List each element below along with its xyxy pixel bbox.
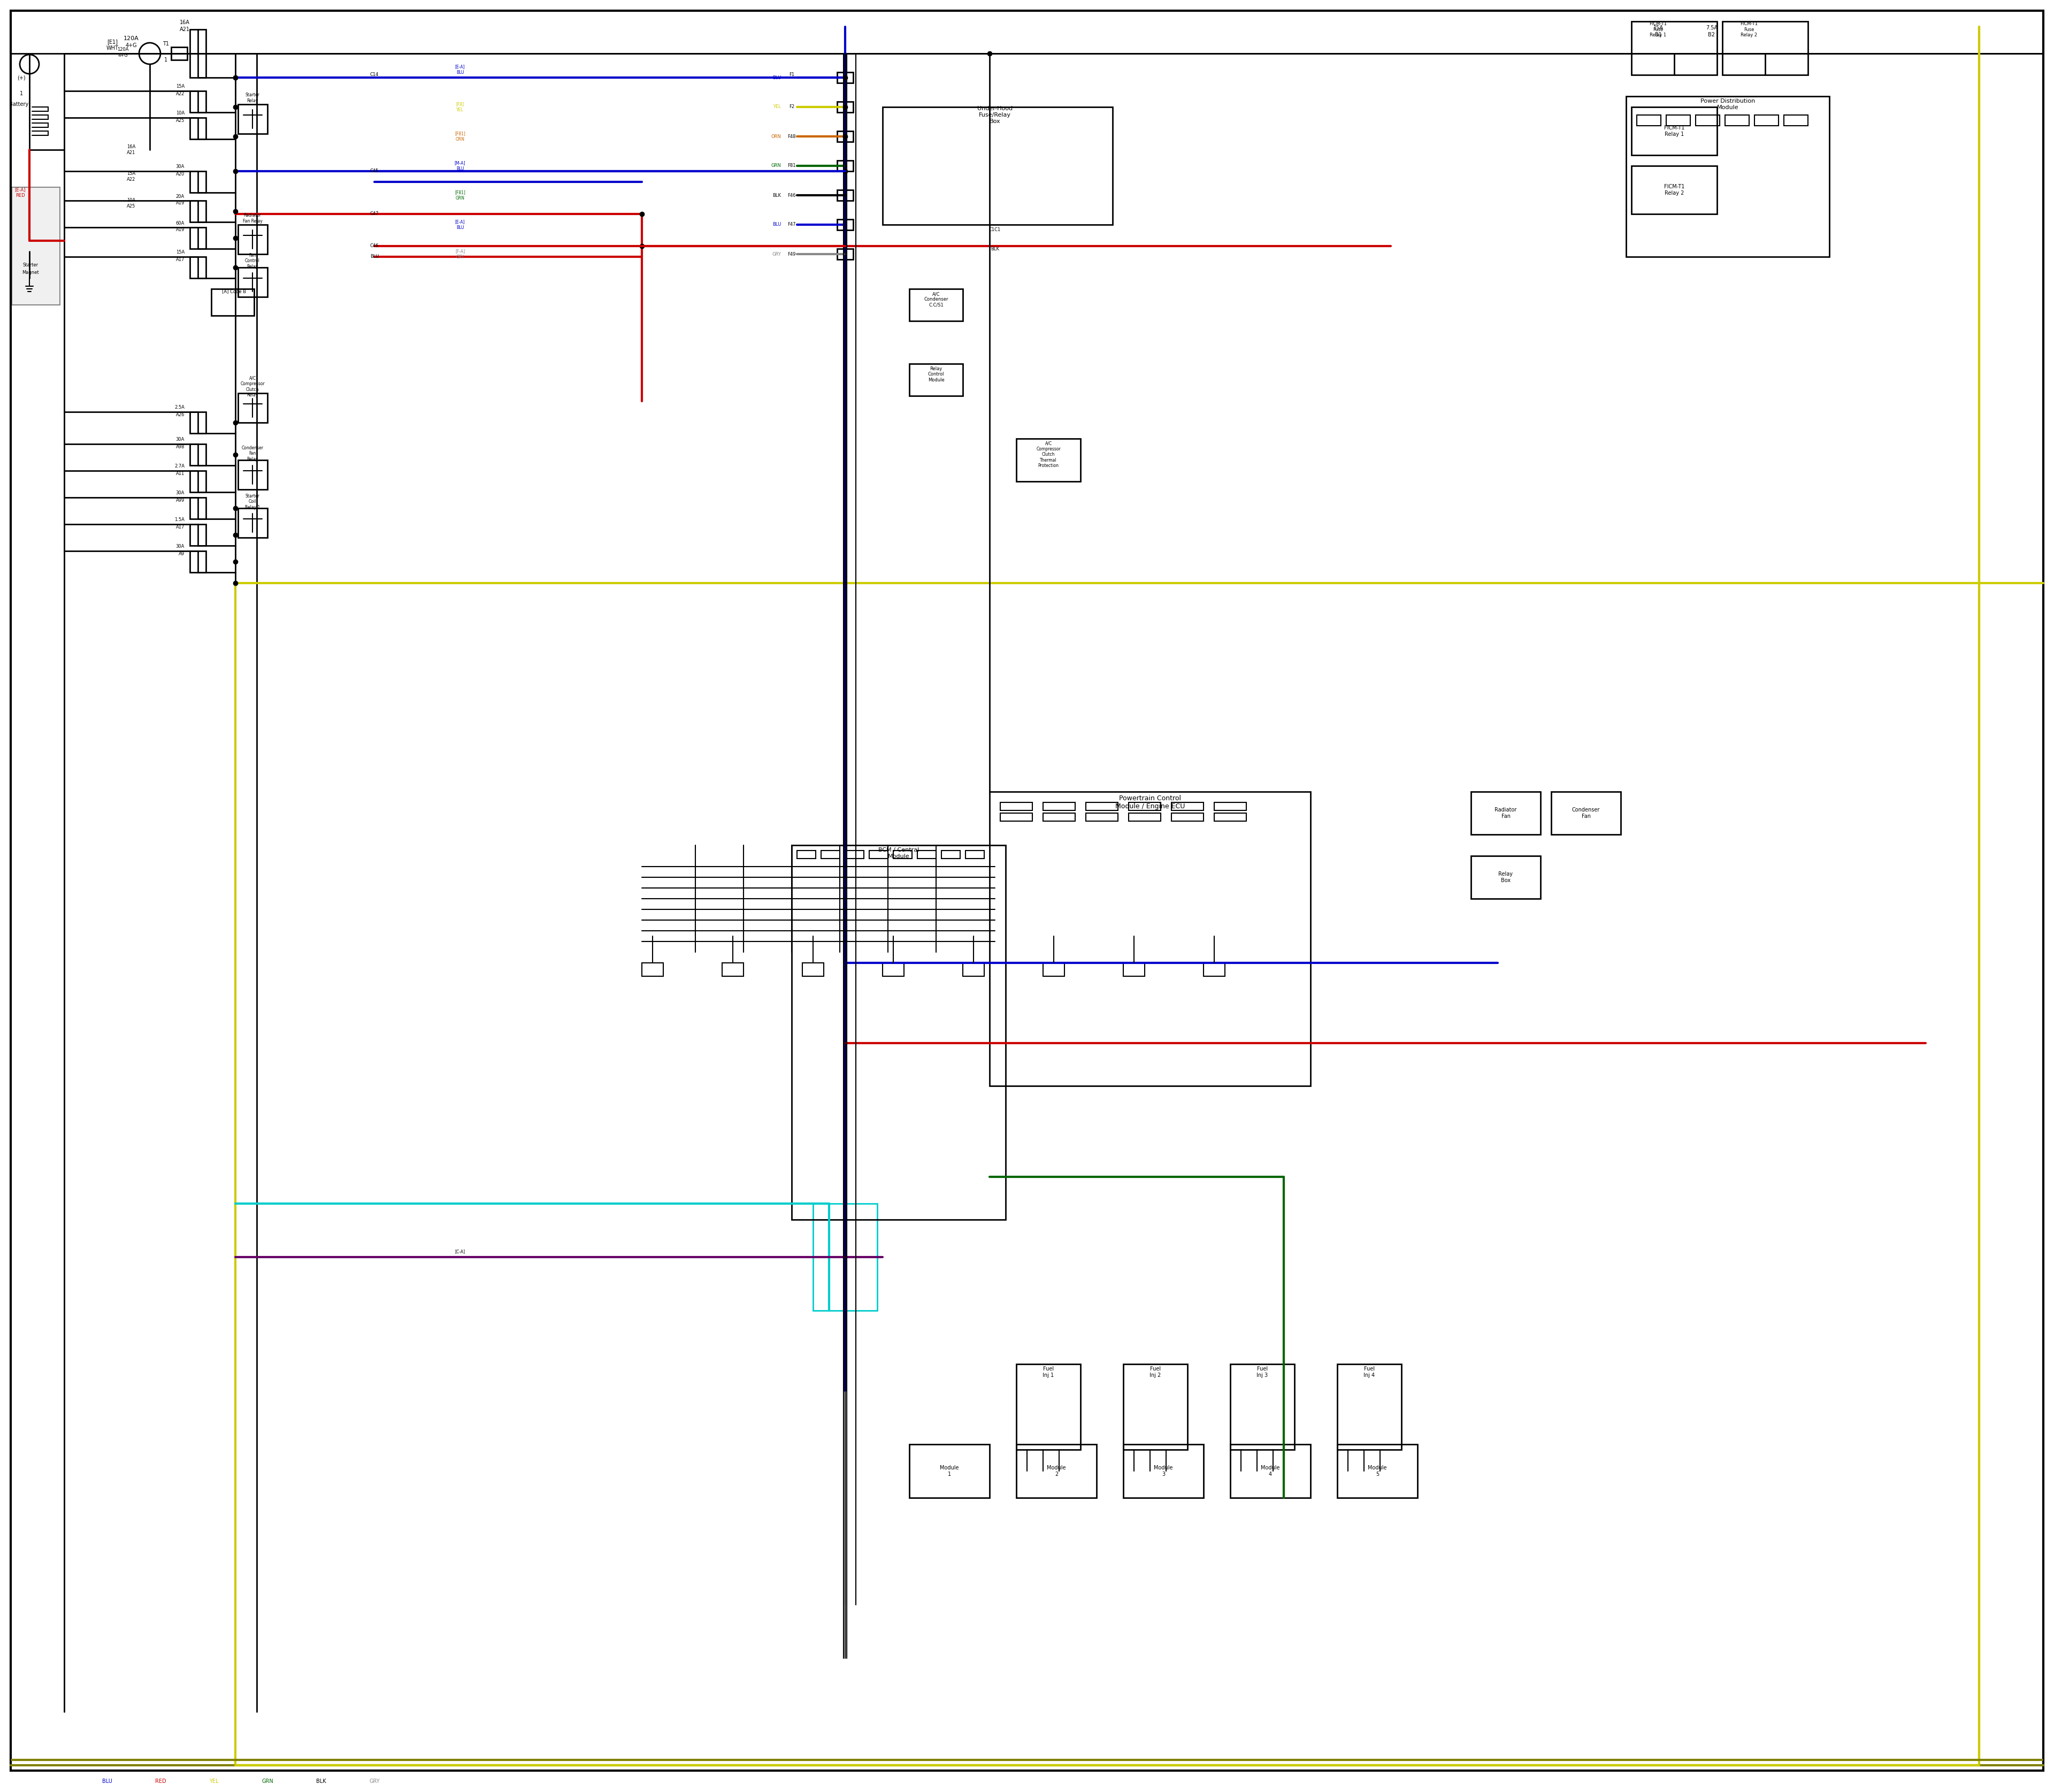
Bar [838,102,852,113]
Bar [797,851,815,858]
Bar [838,190,852,201]
Bar [1171,814,1204,821]
Text: T1: T1 [162,41,168,47]
Bar [1087,803,1117,810]
Text: 2.7A: 2.7A [175,464,185,470]
Text: F1: F1 [789,72,795,77]
Bar [1124,962,1144,977]
Text: B2: B2 [1709,32,1715,38]
Text: 15A
A22: 15A A22 [127,172,136,181]
Bar [1631,22,1717,75]
Text: A19: A19 [177,201,185,206]
Bar [189,29,205,77]
Bar [1124,1444,1204,1498]
Text: FICM-T1
Fuse
Relay 2: FICM-T1 Fuse Relay 2 [1740,22,1758,38]
Bar [883,962,904,977]
Text: Fan
Control
Relay: Fan Control Relay [244,253,261,269]
Bar [965,851,984,858]
Text: Starter: Starter [23,262,39,267]
Text: 120A: 120A [123,36,140,41]
Bar [1128,803,1161,810]
Text: Module
5: Module 5 [1368,1466,1386,1477]
Text: FICM-T1
Relay 2: FICM-T1 Relay 2 [1664,185,1684,195]
Text: C45: C45 [370,168,378,174]
Text: ORN: ORN [770,134,781,138]
Bar [212,289,255,315]
Text: 1: 1 [21,91,23,97]
Bar [189,550,205,572]
Bar [189,91,205,113]
Text: BLK: BLK [772,194,781,197]
Text: 30A: 30A [177,491,185,496]
Bar [189,172,205,192]
Bar [238,104,267,134]
Text: Under-Hood
Fuse/Relay
Box: Under-Hood Fuse/Relay Box [978,106,1013,124]
Text: [A] Code B: [A] Code B [222,289,246,294]
Text: [E1]: [E1] [107,39,117,45]
Bar [723,962,744,977]
Text: Condenser
Fan
Relay: Condenser Fan Relay [242,446,263,462]
Bar [238,392,267,423]
Text: A26: A26 [177,412,185,418]
Text: Fuel
Inj 4: Fuel Inj 4 [1364,1366,1374,1378]
Text: Radiator
Fan: Radiator Fan [1495,808,1516,819]
Text: FICM-T1
Relay 1: FICM-T1 Relay 1 [1664,125,1684,136]
Bar [1087,814,1117,821]
Text: Module
3: Module 3 [1154,1466,1173,1477]
Bar [803,962,824,977]
Bar [1043,962,1064,977]
Bar [941,851,959,858]
Text: 30A: 30A [177,437,185,443]
Bar [1725,115,1750,125]
Bar [1214,814,1247,821]
Bar [1471,792,1540,835]
Text: WHT: WHT [107,45,119,50]
Text: 2.5A: 2.5A [175,405,185,410]
Bar [189,471,205,493]
Bar [910,364,963,396]
Bar [1000,814,1033,821]
Text: Starter
Relay: Starter Relay [244,93,259,104]
Text: Starter
Coil
Relay 1: Starter Coil Relay 1 [244,495,261,509]
Bar [1337,1364,1401,1450]
Text: A21: A21 [179,27,189,32]
Text: A/C
Compressor
Clutch
Relay: A/C Compressor Clutch Relay [240,376,265,398]
Text: 30A: 30A [177,165,185,168]
Bar [918,851,937,858]
Text: F47: F47 [787,222,795,228]
Text: F46: F46 [787,194,795,197]
Text: A99: A99 [177,498,185,502]
Text: BLK: BLK [316,1779,327,1785]
Text: F49: F49 [787,251,795,256]
Bar [1627,97,1830,256]
Bar [1230,1364,1294,1450]
Text: [F81]
GRN: [F81] GRN [454,190,466,201]
Text: Battery: Battery [8,102,29,108]
Text: Module
4: Module 4 [1261,1466,1280,1477]
Bar [1017,1444,1097,1498]
Text: Fuel
Inj 2: Fuel Inj 2 [1150,1366,1161,1378]
Bar [1471,857,1540,898]
Bar [189,118,205,140]
Text: 16A: 16A [179,20,189,25]
Text: F81: F81 [787,163,795,168]
Bar [1017,439,1080,482]
Text: [M-A]
BLU: [M-A] BLU [454,161,466,170]
Bar [641,962,663,977]
Text: Relay
Control
Module: Relay Control Module [928,367,945,382]
Text: 4+G: 4+G [125,43,138,48]
Bar [813,1204,877,1310]
Bar [189,201,205,222]
Text: 120A
4+G: 120A 4+G [117,47,129,57]
Text: A98: A98 [177,444,185,450]
Text: Module
2: Module 2 [1048,1466,1066,1477]
Text: [E-A]
BLU: [E-A] BLU [456,219,464,229]
Text: 15A: 15A [1653,25,1664,30]
Text: Magnet: Magnet [23,271,39,276]
Bar [1230,1444,1310,1498]
Bar [189,256,205,278]
Bar [189,498,205,520]
Text: BLU: BLU [103,1779,113,1785]
Text: BLU: BLU [370,254,378,260]
Text: Condenser
Fan: Condenser Fan [1571,808,1600,819]
